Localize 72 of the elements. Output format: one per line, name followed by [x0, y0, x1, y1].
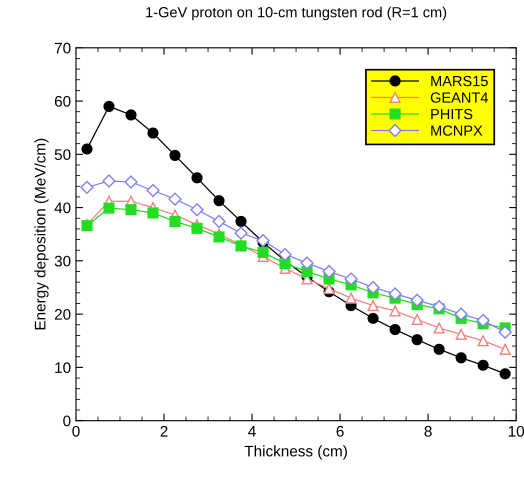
- point: [500, 344, 511, 355]
- point: [80, 180, 94, 194]
- point: [124, 175, 138, 189]
- point: [102, 174, 116, 188]
- point: [346, 292, 357, 304]
- point: [500, 368, 511, 380]
- x-axis-title: Thickness (cm): [244, 445, 347, 460]
- point: [368, 312, 379, 324]
- legend-label: MARS15: [431, 76, 488, 86]
- y-tick-label: 0: [63, 416, 71, 426]
- point: [190, 203, 204, 216]
- point: [168, 192, 182, 206]
- point: [257, 246, 269, 258]
- point: [388, 287, 402, 300]
- point: [147, 127, 159, 139]
- point: [412, 334, 423, 346]
- point: [390, 324, 401, 336]
- point: [234, 226, 248, 240]
- point: [456, 328, 467, 340]
- point: [344, 272, 358, 286]
- y-tick-label: 40: [54, 202, 71, 214]
- y-axis-title: Energy deposition (MeV/cm): [34, 138, 49, 330]
- point: [432, 300, 446, 314]
- point: [125, 109, 137, 120]
- point: [235, 216, 247, 227]
- point: [213, 195, 225, 206]
- y-tick-label: 30: [54, 256, 71, 267]
- point: [169, 216, 181, 227]
- x-tick-label: 0: [72, 426, 80, 437]
- point: [103, 100, 115, 112]
- point: [478, 335, 489, 346]
- point: [410, 294, 424, 307]
- legend-label: PHITS: [431, 108, 472, 120]
- y-tick-label: 20: [54, 308, 71, 320]
- x-tick-label: 2: [160, 426, 168, 437]
- legend-label: MCNPX: [431, 125, 482, 136]
- point: [191, 172, 203, 184]
- point: [478, 360, 489, 371]
- point: [256, 234, 270, 248]
- point: [125, 204, 137, 216]
- point: [456, 352, 467, 364]
- point: [280, 258, 291, 270]
- point: [81, 143, 93, 155]
- point: [147, 207, 159, 218]
- y-tick-label: 50: [54, 149, 71, 160]
- point: [366, 280, 380, 294]
- x-tick-label: 10: [508, 426, 524, 437]
- x-tick-label: 8: [424, 426, 432, 437]
- point: [412, 314, 423, 325]
- point: [146, 184, 160, 198]
- y-tick-label: 60: [54, 96, 71, 107]
- x-tick-label: 4: [248, 426, 256, 437]
- point: [213, 231, 225, 242]
- point: [454, 308, 468, 321]
- point: [434, 344, 445, 355]
- point: [212, 214, 226, 228]
- point: [476, 314, 490, 328]
- point: [103, 202, 115, 214]
- point: [390, 305, 401, 316]
- legend-label: GEANT4: [430, 92, 488, 103]
- chart-title: 1-GeV proton on 10-cm tungsten rod (R=1 cm): [146, 6, 446, 20]
- point: [322, 264, 336, 278]
- y-tick-label: 10: [55, 362, 71, 374]
- point: [169, 150, 181, 161]
- x-tick-label: 6: [336, 426, 344, 437]
- point: [191, 222, 203, 234]
- point: [278, 248, 292, 262]
- point: [368, 300, 379, 312]
- point: [300, 256, 314, 270]
- y-tick-label: 70: [54, 42, 71, 54]
- point: [434, 322, 445, 334]
- point: [498, 326, 512, 339]
